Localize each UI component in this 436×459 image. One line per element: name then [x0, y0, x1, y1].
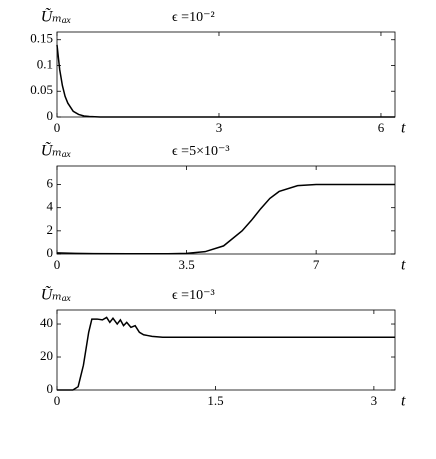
x-axis-label: t — [401, 257, 406, 274]
y-axis-label: Ũₘₐₓ — [41, 8, 72, 26]
y-tick-label: 0.15 — [30, 31, 53, 46]
x-tick-label: 7 — [313, 257, 320, 272]
data-line — [56, 183, 395, 255]
chart-title: ϵ =5×10⁻³ — [172, 144, 230, 159]
x-tick-label: 6 — [378, 120, 385, 135]
y-tick-label: 0.05 — [30, 82, 53, 97]
x-tick-label: 3 — [216, 120, 223, 135]
y-tick-label: 0 — [47, 245, 54, 260]
y-tick-label: 0 — [47, 108, 54, 123]
x-tick-label: 0 — [54, 393, 61, 408]
y-tick-label: 40 — [40, 315, 53, 330]
y-tick-label: 4 — [47, 199, 54, 214]
chart-title: ϵ =10⁻³ — [172, 288, 215, 303]
y-tick-label: 6 — [47, 176, 54, 191]
x-tick-label: 0 — [54, 120, 61, 135]
y-tick-label: 20 — [40, 348, 53, 363]
y-tick-label: 2 — [47, 222, 54, 237]
x-tick-label: 3.5 — [178, 257, 194, 272]
x-axis-label: t — [401, 120, 406, 137]
y-axis-label: Ũₘₐₓ — [41, 286, 72, 304]
x-tick-label: 1.5 — [207, 393, 223, 408]
x-tick-label: 0 — [54, 257, 61, 272]
data-line — [56, 44, 395, 118]
plot-frame — [56, 165, 396, 255]
plot-frame — [56, 309, 396, 391]
y-tick-label: 0.1 — [37, 56, 53, 71]
chart-title: ϵ =10⁻² — [172, 10, 215, 25]
plot-frame — [56, 31, 396, 118]
x-axis-label: t — [401, 393, 406, 410]
data-line — [57, 316, 395, 391]
y-axis-label: Ũₘₐₓ — [41, 142, 72, 160]
x-tick-label: 3 — [371, 393, 378, 408]
y-tick-label: 0 — [47, 381, 54, 396]
